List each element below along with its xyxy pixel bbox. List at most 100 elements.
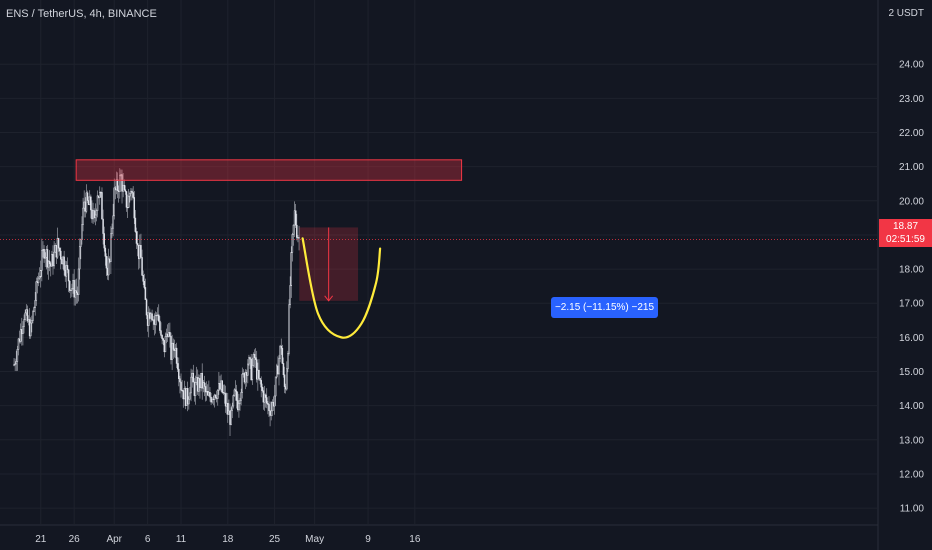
- candle: [61, 257, 63, 265]
- candle: [33, 306, 35, 313]
- candle: [123, 179, 125, 191]
- candle: [193, 378, 196, 402]
- candle: [72, 273, 74, 294]
- candle: [218, 372, 220, 395]
- candle: [68, 280, 71, 293]
- candle: [232, 394, 235, 409]
- candle: [231, 402, 233, 419]
- candle: [286, 361, 288, 391]
- price-tick-label: 15.00: [899, 367, 924, 378]
- candle: [137, 244, 140, 270]
- candle: [153, 313, 156, 336]
- candle: [75, 278, 78, 304]
- candle: [189, 387, 191, 400]
- candle: [204, 382, 207, 402]
- candle: [145, 298, 148, 320]
- candle: [25, 304, 28, 316]
- axis-unit[interactable]: 2 USDT: [888, 8, 924, 19]
- candle: [228, 399, 230, 415]
- price-tick-label: 11.00: [900, 504, 925, 515]
- candle: [154, 311, 157, 334]
- time-tick-label: 18: [222, 534, 234, 545]
- candle: [241, 367, 244, 399]
- candle: [166, 324, 169, 342]
- chart-title: ENS / TetherUS, 4h, BINANCE: [6, 8, 157, 20]
- candle: [163, 340, 166, 358]
- candle: [243, 371, 246, 385]
- price-axis[interactable]: 11.00 12.00 13.00 14.00 15.00 16.00 17.00 18.00…: [899, 60, 924, 515]
- candle: [291, 232, 294, 262]
- candle: [15, 350, 18, 372]
- candle: [267, 401, 269, 415]
- candle: [170, 332, 172, 365]
- candle: [251, 357, 254, 385]
- candle: [242, 369, 245, 378]
- candle: [43, 245, 45, 263]
- candle: [38, 267, 41, 280]
- candle: [73, 269, 75, 306]
- candle: [253, 349, 256, 368]
- candle: [77, 257, 80, 302]
- bar-countdown: 02:51:59: [886, 234, 925, 245]
- candle: [254, 348, 257, 368]
- candle: [263, 385, 266, 411]
- candle: [219, 375, 221, 391]
- candle: [149, 308, 151, 320]
- candle: [209, 387, 211, 402]
- candle: [97, 195, 100, 199]
- candle: [199, 374, 201, 399]
- candle: [141, 249, 143, 276]
- time-tick-label: 26: [69, 534, 81, 545]
- candle: [64, 260, 66, 282]
- candle: [117, 185, 120, 203]
- candle: [91, 200, 93, 223]
- candle: [262, 387, 265, 410]
- candle: [255, 350, 258, 383]
- candle: [27, 315, 30, 326]
- candle: [101, 187, 103, 220]
- candle: [93, 208, 95, 223]
- candle: [196, 369, 199, 395]
- candle: [290, 246, 292, 298]
- candle: [172, 338, 174, 359]
- time-tick-label: 16: [409, 534, 421, 545]
- candle: [165, 328, 168, 344]
- time-tick-label: 9: [365, 534, 371, 545]
- candle: [238, 393, 240, 418]
- candle: [264, 393, 267, 408]
- chart-grid: [0, 0, 879, 550]
- candle: [48, 250, 51, 272]
- candle: [268, 396, 270, 417]
- candle: [83, 190, 85, 218]
- candle: [103, 226, 105, 252]
- candle: [186, 381, 189, 412]
- candle: [178, 357, 180, 387]
- candle: [176, 357, 179, 373]
- candle: [58, 247, 61, 256]
- candle: [281, 344, 284, 364]
- candle: [119, 168, 121, 199]
- time-tick-label: 6: [145, 534, 151, 545]
- time-tick-label: 11: [176, 534, 187, 545]
- candle: [92, 202, 94, 225]
- candle: [42, 241, 44, 258]
- projection-curve[interactable]: [301, 237, 382, 339]
- candle: [45, 246, 48, 270]
- resistance-zone[interactable]: [75, 159, 463, 181]
- candle: [60, 247, 62, 270]
- candle: [124, 185, 127, 195]
- candle: [185, 388, 188, 406]
- candle: [90, 194, 92, 219]
- candle: [240, 388, 242, 406]
- candle: [55, 245, 58, 265]
- candle: [191, 369, 193, 388]
- candle: [76, 286, 79, 304]
- price-tick-label: 24.00: [899, 60, 924, 71]
- time-axis[interactable]: 21 26 Apr 6 11 18 25 May 9 16: [35, 534, 421, 545]
- price-tick-label: 12.00: [899, 469, 924, 480]
- candle: [87, 196, 90, 206]
- candle: [174, 343, 177, 359]
- candle: [110, 226, 112, 274]
- candle: [106, 256, 109, 280]
